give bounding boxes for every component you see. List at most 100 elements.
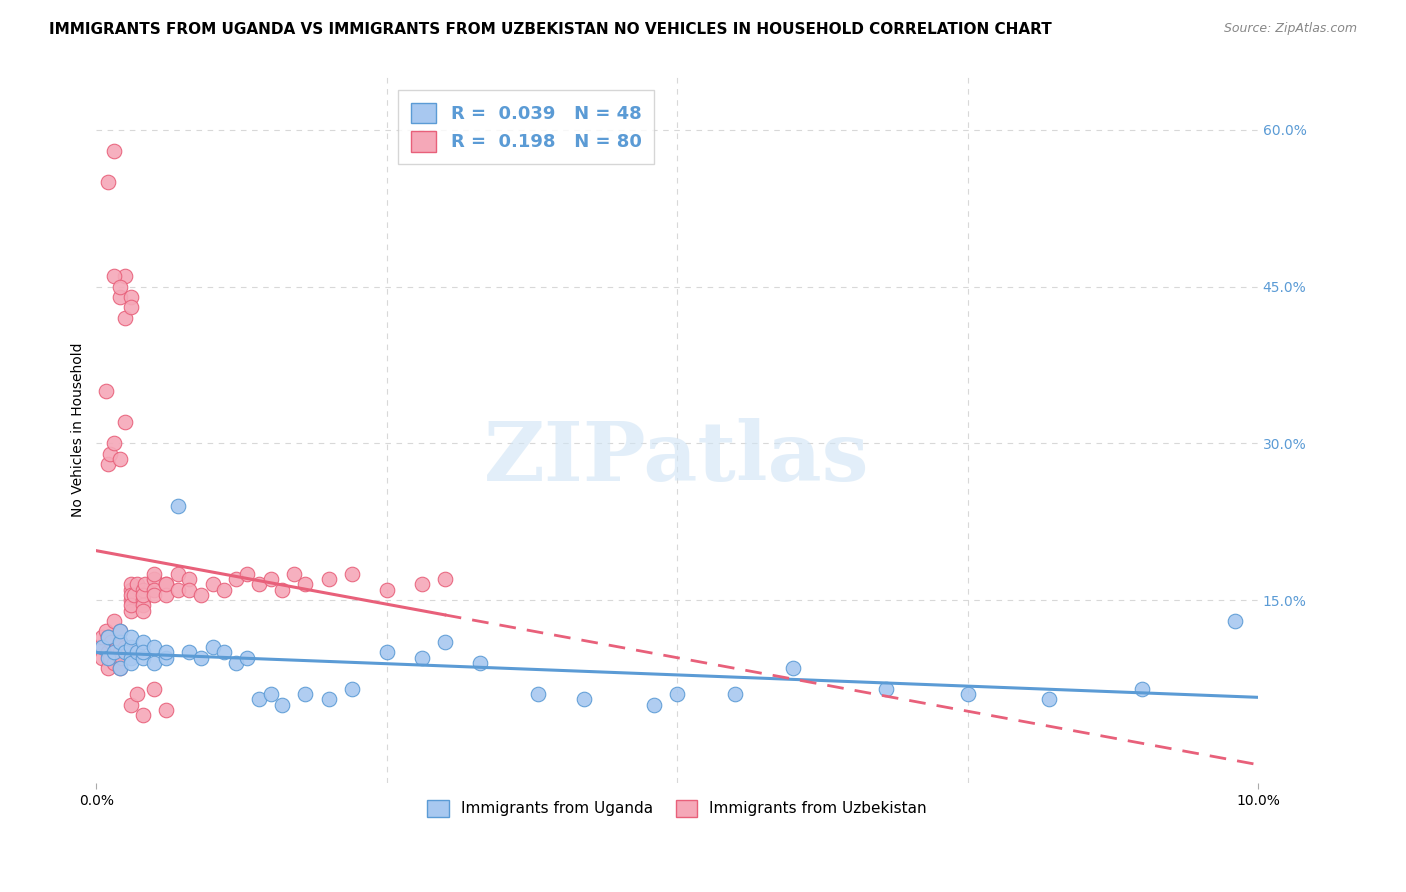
Point	[125, 645, 148, 659]
Point	[179, 582, 201, 597]
Point	[111, 650, 134, 665]
Point	[97, 645, 120, 659]
Point	[103, 436, 125, 450]
Legend: Immigrants from Uganda, Immigrants from Uzbekistan: Immigrants from Uganda, Immigrants from …	[419, 792, 935, 825]
Y-axis label: No Vehicles in Household: No Vehicles in Household	[72, 343, 86, 517]
Point	[236, 650, 259, 665]
Point	[155, 645, 177, 659]
Point	[132, 650, 155, 665]
Point	[125, 577, 148, 591]
Point	[132, 645, 155, 659]
Point	[340, 681, 363, 696]
Point	[108, 661, 131, 675]
Point	[100, 635, 122, 649]
Point	[259, 572, 281, 586]
Point	[108, 290, 131, 304]
Point	[132, 635, 155, 649]
Point	[375, 645, 398, 659]
Point	[155, 577, 177, 591]
Point	[143, 582, 166, 597]
Point	[103, 144, 125, 158]
Point	[120, 640, 142, 655]
Point	[105, 640, 128, 655]
Point	[143, 681, 166, 696]
Point	[132, 708, 155, 723]
Point	[97, 457, 120, 471]
Point	[134, 577, 156, 591]
Point	[120, 630, 142, 644]
Point	[643, 698, 665, 712]
Point	[1038, 692, 1060, 706]
Point	[166, 499, 188, 513]
Point	[103, 614, 125, 628]
Point	[271, 582, 294, 597]
Point	[120, 593, 142, 607]
Point	[318, 692, 340, 706]
Point	[120, 301, 142, 315]
Point	[340, 566, 363, 581]
Point	[108, 279, 131, 293]
Point	[103, 645, 125, 659]
Point	[411, 650, 433, 665]
Point	[91, 630, 114, 644]
Point	[132, 593, 155, 607]
Text: IMMIGRANTS FROM UGANDA VS IMMIGRANTS FROM UZBEKISTAN NO VEHICLES IN HOUSEHOLD CO: IMMIGRANTS FROM UGANDA VS IMMIGRANTS FRO…	[49, 22, 1052, 37]
Point	[259, 687, 281, 701]
Point	[190, 650, 212, 665]
Point	[724, 687, 747, 701]
Point	[125, 687, 148, 701]
Point	[1223, 614, 1246, 628]
Point	[574, 692, 596, 706]
Point	[283, 566, 305, 581]
Point	[97, 175, 120, 189]
Point	[875, 681, 897, 696]
Point	[294, 577, 316, 591]
Point	[94, 384, 117, 398]
Point	[103, 268, 125, 283]
Point	[956, 687, 979, 701]
Point	[103, 656, 125, 670]
Point	[179, 645, 201, 659]
Point	[411, 577, 433, 591]
Point	[120, 290, 142, 304]
Point	[97, 661, 120, 675]
Point	[132, 599, 155, 613]
Point	[97, 630, 120, 644]
Point	[97, 630, 120, 644]
Point	[120, 577, 142, 591]
Point	[294, 687, 316, 701]
Point	[98, 650, 121, 665]
Point	[155, 588, 177, 602]
Point	[247, 692, 270, 706]
Point	[433, 572, 456, 586]
Point	[108, 624, 131, 639]
Point	[108, 635, 131, 649]
Point	[97, 650, 120, 665]
Point	[225, 656, 247, 670]
Point	[782, 661, 804, 675]
Point	[120, 650, 142, 665]
Point	[98, 447, 121, 461]
Point	[212, 582, 235, 597]
Point	[91, 650, 114, 665]
Point	[143, 572, 166, 586]
Point	[120, 656, 142, 670]
Point	[114, 416, 136, 430]
Point	[236, 566, 259, 581]
Point	[120, 588, 142, 602]
Point	[1130, 681, 1153, 696]
Point	[201, 577, 224, 591]
Point	[89, 640, 111, 655]
Point	[155, 577, 177, 591]
Point	[433, 635, 456, 649]
Point	[103, 645, 125, 659]
Point	[120, 582, 142, 597]
Point	[271, 698, 294, 712]
Point	[91, 640, 114, 655]
Point	[114, 645, 136, 659]
Point	[120, 698, 142, 712]
Point	[120, 603, 142, 617]
Point	[155, 703, 177, 717]
Point	[166, 566, 188, 581]
Point	[132, 603, 155, 617]
